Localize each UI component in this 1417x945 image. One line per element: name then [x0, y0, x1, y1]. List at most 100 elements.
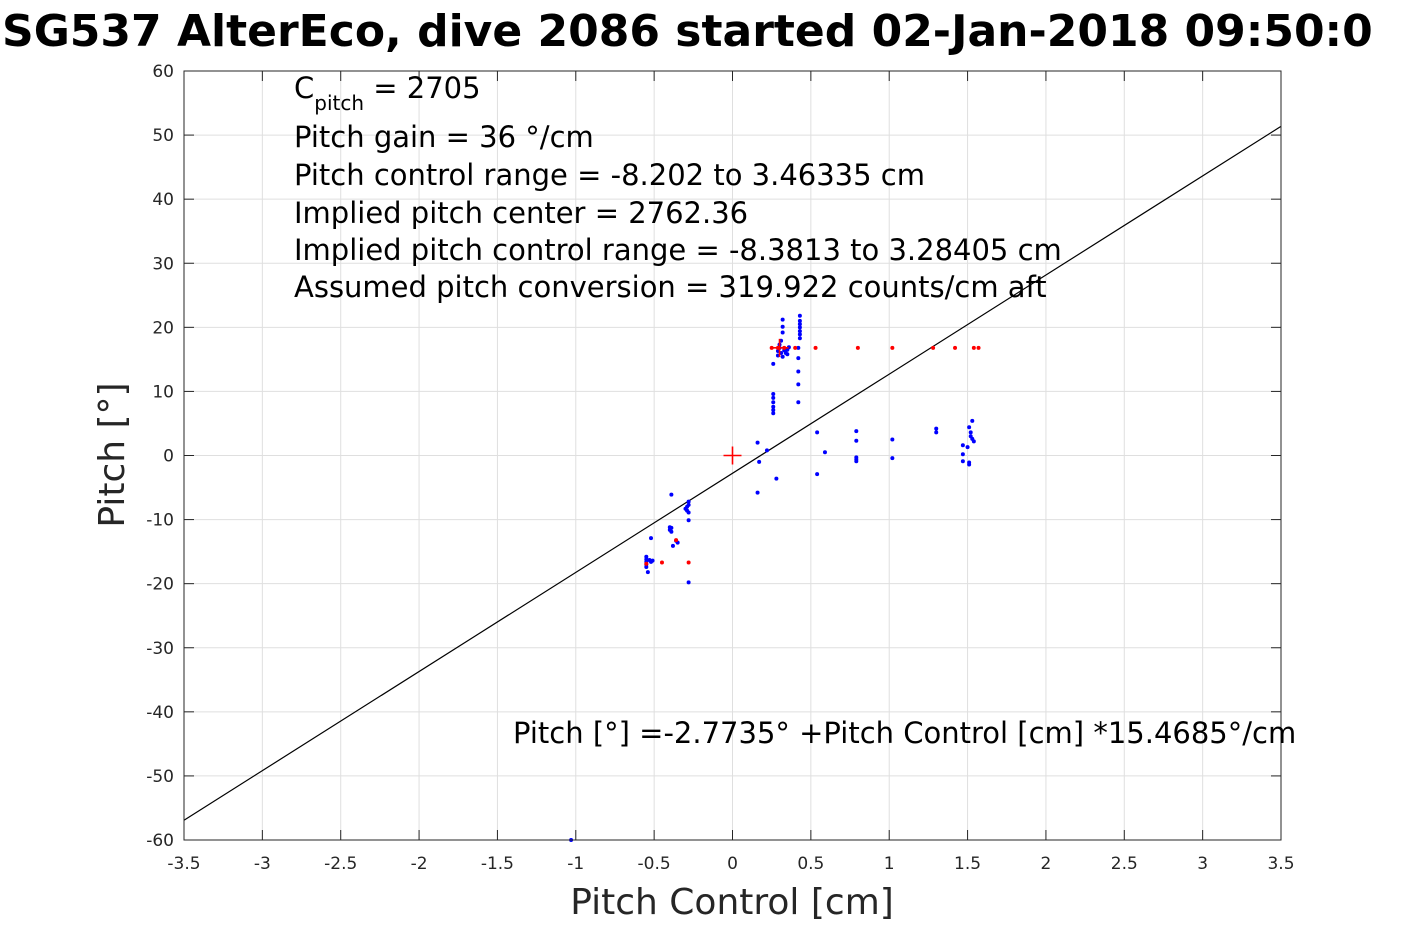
data-point [890, 345, 895, 350]
data-point [796, 345, 801, 350]
data-point [686, 510, 691, 515]
data-point [771, 395, 776, 400]
data-point [644, 561, 649, 566]
data-point [797, 322, 802, 327]
y-tick-label: 10 [152, 382, 174, 402]
c-pitch-symbol: C [294, 71, 314, 105]
data-point [669, 525, 674, 530]
annotation-implied-pitch-center: Implied pitch center = 2762.36 [294, 196, 748, 230]
data-point [797, 329, 802, 334]
data-point [822, 450, 827, 455]
data-point [780, 330, 785, 335]
data-point [797, 336, 802, 341]
x-axis-label: Pitch Control [cm] [570, 882, 894, 923]
x-tick-label: 1.5 [954, 854, 981, 874]
data-point [774, 476, 779, 481]
data-point [854, 459, 859, 464]
data-point [960, 443, 965, 448]
data-point [785, 352, 790, 357]
data-point [968, 430, 973, 435]
data-point [854, 429, 859, 434]
data-point [670, 543, 675, 548]
x-tick-label: 2 [1041, 854, 1052, 874]
x-tick-labels: -3.5 -3 -2.5 -2 -1.5 -1 -0.5 0 0.5 1 1.5 2 2.5 3 3.5 [167, 854, 1294, 874]
x-tick-label: 3 [1197, 854, 1208, 874]
annotation-c-pitch: Cpitch = 2705 [294, 71, 481, 115]
axis-ticks [183, 70, 1282, 841]
y-tick-label: 20 [152, 318, 174, 338]
x-tick-label: 3.5 [1267, 854, 1294, 874]
center-markers [723, 338, 789, 465]
y-axis-label: Pitch [°] [92, 382, 133, 527]
data-point [796, 369, 801, 374]
fit-line [183, 125, 1282, 821]
data-point [771, 391, 776, 396]
data-point [645, 570, 650, 575]
data-points [569, 313, 981, 842]
data-point [953, 345, 958, 350]
data-point [970, 418, 975, 423]
x-tick-label: -1.5 [481, 854, 514, 874]
data-point [971, 439, 976, 444]
data-point [855, 345, 860, 350]
annotation-pitch-gain: Pitch gain = 36 °/cm [294, 120, 594, 154]
data-point [931, 345, 936, 350]
y-tick-label: -20 [146, 575, 174, 595]
x-tick-label: -2.5 [324, 854, 357, 874]
y-tick-label: -50 [146, 767, 174, 787]
data-point [960, 452, 965, 457]
data-point [755, 440, 760, 445]
data-point [686, 518, 691, 523]
data-point [797, 332, 802, 337]
data-point [780, 324, 785, 329]
y-tick-label: -30 [146, 639, 174, 659]
fit-equation-label: Pitch [°] =-2.7735° +Pitch Control [cm] … [513, 716, 1296, 750]
data-point [649, 536, 654, 541]
x-tick-label: -2 [411, 854, 428, 874]
data-point [890, 456, 895, 461]
y-tick-label: 30 [152, 254, 174, 274]
fit-line-group [183, 125, 1282, 821]
data-point [686, 499, 691, 504]
data-point [674, 538, 679, 543]
data-point [650, 558, 655, 563]
data-point [793, 345, 798, 350]
data-point [971, 345, 976, 350]
data-point [796, 382, 801, 387]
c-pitch-value: = 2705 [364, 71, 481, 105]
data-point [934, 426, 939, 431]
data-point [815, 472, 820, 477]
data-point [669, 529, 674, 534]
y-tick-label: 60 [152, 62, 174, 82]
data-point [780, 317, 785, 322]
chart-title: SG537 AlterEco, dive 2086 started 02-Jan… [2, 6, 1373, 57]
data-point [797, 325, 802, 330]
data-point [771, 400, 776, 405]
y-tick-label: 40 [152, 190, 174, 210]
data-point [644, 565, 649, 570]
y-tick-label: -10 [146, 511, 174, 531]
x-tick-label: 0.5 [797, 854, 824, 874]
data-point [686, 502, 691, 507]
data-point [771, 408, 776, 413]
data-point [796, 400, 801, 405]
y-tick-labels: 60 50 40 30 20 10 0 -10 -20 -30 -40 -50 -60 [146, 62, 174, 851]
x-tick-label: -0.5 [638, 854, 671, 874]
annotation-pitch-control-range: Pitch control range = -8.202 to 3.46335 … [294, 158, 925, 192]
data-point [967, 425, 972, 430]
data-point [960, 459, 965, 464]
data-point [967, 462, 972, 467]
x-tick-label: -3 [254, 854, 271, 874]
data-point [965, 445, 970, 450]
data-point [813, 345, 818, 350]
data-point [659, 560, 664, 565]
data-point [890, 437, 895, 442]
data-point [854, 438, 859, 443]
data-point [757, 459, 762, 464]
x-tick-label: -3.5 [167, 854, 200, 874]
x-tick-label: 1 [884, 854, 895, 874]
data-point [934, 430, 939, 435]
annotation-implied-control-range: Implied pitch control range = -8.3813 to… [294, 233, 1062, 267]
data-point [815, 430, 820, 435]
